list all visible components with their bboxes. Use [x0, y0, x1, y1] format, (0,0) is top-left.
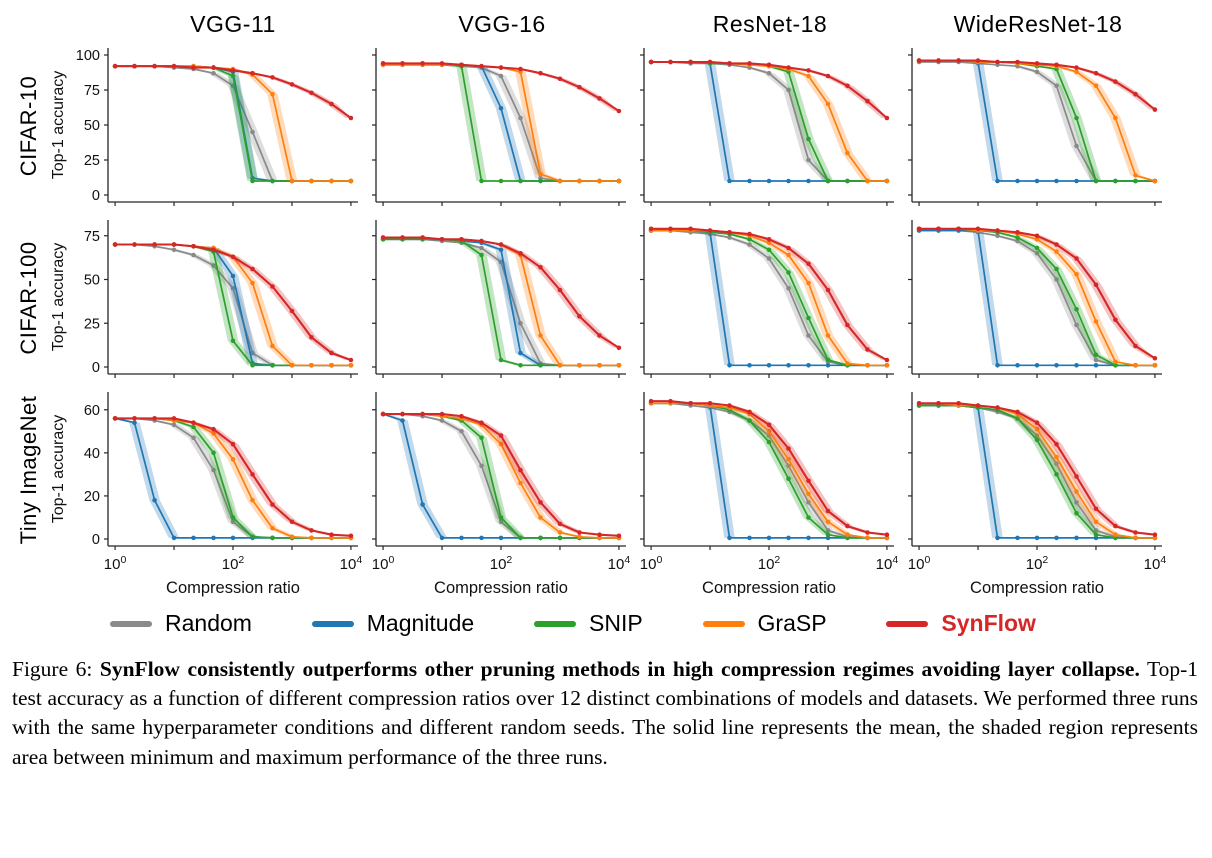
column-title-vgg11: VGG-11: [190, 11, 276, 37]
svg-text:Compression ratio: Compression ratio: [702, 579, 836, 597]
subplot-tiny-imagenet-vgg11: 0 20 40 60 Top-1 accuracy 100 102 104 Compressio…: [48, 384, 368, 600]
legend-label-magnitude: Magnitude: [366, 610, 475, 636]
svg-text:100: 100: [640, 554, 663, 573]
paper-figure-page: VGG-11 VGG-16 ResNet-18 WideResNet-18 CI…: [10, 4, 1204, 772]
row-label-cifar100-text: CIFAR-100: [16, 241, 41, 355]
svg-text:102: 102: [1026, 554, 1049, 573]
legend-item-magnitude: Magnitude: [311, 610, 475, 637]
subplot-cifar10-vgg11: 0 25 50 75 100 Top-1 accuracy: [48, 40, 368, 212]
grid-corner-spacer: [10, 4, 48, 40]
svg-text:Top-1 accuracy: Top-1 accuracy: [50, 71, 67, 180]
svg-text:50: 50: [84, 273, 100, 289]
legend-line-random: [110, 620, 152, 627]
svg-text:102: 102: [758, 554, 781, 573]
svg-text:0: 0: [92, 188, 100, 204]
subplot-cifar10-wideresnet18: [904, 40, 1172, 212]
subplot-cifar100-vgg11: 0 25 50 75 Top-1 accuracy: [48, 212, 368, 384]
caption-bold-title: SynFlow consistently outperforms other p…: [99, 657, 1140, 681]
subplot-tiny-imagenet-wideresnet18: 100 102 104 Compression ratio: [904, 384, 1172, 600]
legend-item-grasp: GraSP: [702, 610, 827, 637]
legend-label-snip: SNIP: [589, 610, 643, 636]
row-label-cifar100: CIFAR-100: [10, 212, 48, 384]
subplot-cifar10-vgg16: [368, 40, 636, 212]
row-label-tiny-imagenet-text: Tiny ImageNet: [16, 395, 41, 545]
subplot-cifar100-resnet18: [636, 212, 904, 384]
svg-text:100: 100: [76, 48, 100, 64]
svg-text:100: 100: [908, 554, 931, 573]
svg-text:25: 25: [84, 153, 100, 169]
svg-text:75: 75: [84, 229, 100, 245]
svg-text:104: 104: [608, 554, 631, 573]
svg-text:0: 0: [92, 532, 100, 548]
svg-text:60: 60: [84, 403, 100, 419]
svg-text:50: 50: [84, 118, 100, 134]
legend-item-synflow: SynFlow: [886, 610, 1036, 637]
row-label-tiny-imagenet: Tiny ImageNet: [10, 384, 48, 600]
legend-item-random: Random: [110, 610, 252, 637]
subplot-cifar10-resnet18: [636, 40, 904, 212]
legend-line-magnitude: [311, 620, 354, 627]
svg-text:Compression ratio: Compression ratio: [434, 579, 568, 597]
figure-6-plot-grid: VGG-11 VGG-16 ResNet-18 WideResNet-18 CI…: [10, 4, 1204, 600]
legend-line-snip: [534, 620, 577, 627]
column-title-wideresnet18: WideResNet-18: [953, 11, 1123, 37]
legend-line-synflow: [886, 620, 929, 627]
svg-text:25: 25: [84, 316, 100, 332]
subplot-tiny-imagenet-resnet18: 100 102 104 Compression ratio: [636, 384, 904, 600]
svg-text:104: 104: [340, 554, 363, 573]
svg-text:Top-1 accuracy: Top-1 accuracy: [50, 415, 67, 524]
svg-text:102: 102: [222, 554, 245, 573]
legend-line-grasp: [702, 620, 745, 627]
svg-text:20: 20: [84, 489, 100, 505]
legend-label-synflow: SynFlow: [941, 610, 1036, 636]
svg-text:75: 75: [84, 83, 100, 99]
row-label-cifar10: CIFAR-10: [10, 40, 48, 212]
legend: Random Magnitude SNIP GraSP SynFlow: [10, 600, 1204, 639]
svg-text:104: 104: [1144, 554, 1167, 573]
svg-text:0: 0: [92, 360, 100, 376]
svg-text:100: 100: [372, 554, 395, 573]
subplot-cifar100-vgg16: [368, 212, 636, 384]
svg-text:104: 104: [876, 554, 899, 573]
caption-label: Figure 6:: [12, 657, 100, 681]
legend-item-snip: SNIP: [534, 610, 643, 637]
legend-label-grasp: GraSP: [757, 610, 827, 636]
subplot-cifar100-wideresnet18: [904, 212, 1172, 384]
legend-label-random: Random: [165, 610, 252, 636]
svg-text:Compression ratio: Compression ratio: [970, 579, 1104, 597]
svg-text:Top-1 accuracy: Top-1 accuracy: [50, 243, 67, 352]
svg-text:Compression ratio: Compression ratio: [166, 579, 300, 597]
subplot-tiny-imagenet-vgg16: 100 102 104 Compression ratio: [368, 384, 636, 600]
svg-text:102: 102: [490, 554, 513, 573]
figure-caption: Figure 6: SynFlow consistently outperfor…: [12, 655, 1198, 772]
column-title-vgg16: VGG-16: [458, 11, 546, 37]
svg-text:40: 40: [84, 446, 100, 462]
svg-text:100: 100: [104, 554, 127, 573]
caption-body-text: Top-1 test accuracy as a function of dif…: [12, 657, 1199, 769]
column-title-resnet18: ResNet-18: [712, 11, 828, 37]
row-label-cifar10-text: CIFAR-10: [16, 75, 41, 177]
